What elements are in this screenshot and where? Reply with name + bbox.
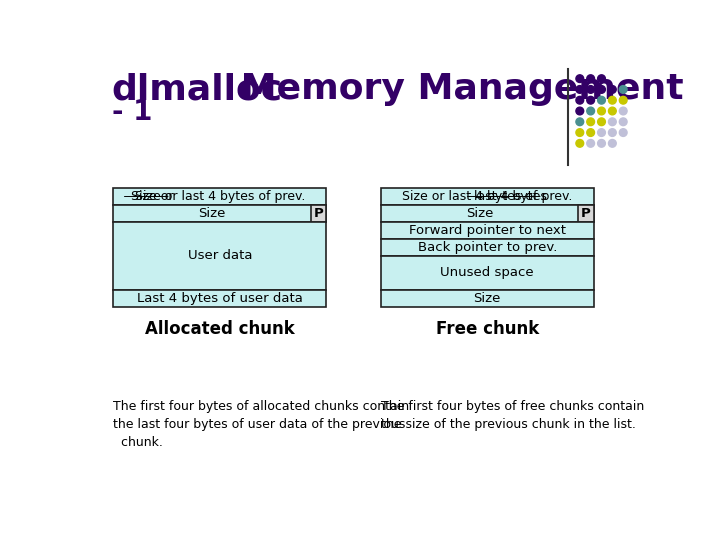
- Text: Last 4 bytes of user data: Last 4 bytes of user data: [137, 292, 302, 305]
- Text: The first four bytes of allocated chunks contain
the last four bytes of user dat: The first four bytes of allocated chunks…: [113, 400, 410, 449]
- Circle shape: [587, 107, 595, 115]
- Circle shape: [587, 118, 595, 126]
- Circle shape: [587, 75, 595, 83]
- Circle shape: [619, 118, 627, 126]
- Bar: [311, 205, 326, 222]
- Circle shape: [587, 139, 595, 147]
- Circle shape: [608, 107, 616, 115]
- Circle shape: [608, 129, 616, 137]
- Circle shape: [619, 129, 627, 137]
- Bar: [381, 188, 594, 205]
- Circle shape: [608, 118, 616, 126]
- Circle shape: [619, 85, 627, 93]
- Circle shape: [598, 118, 606, 126]
- Text: Forward pointer to next: Forward pointer to next: [409, 224, 566, 237]
- Text: dlmalloc: dlmalloc: [112, 72, 283, 106]
- Text: Size: Size: [466, 207, 493, 220]
- Circle shape: [587, 85, 595, 93]
- Circle shape: [576, 75, 584, 83]
- Bar: [578, 205, 594, 222]
- Text: - 1: - 1: [112, 98, 152, 126]
- Text: Free chunk: Free chunk: [436, 320, 539, 339]
- Text: Unused space: Unused space: [441, 266, 534, 279]
- Circle shape: [598, 139, 606, 147]
- Circle shape: [576, 96, 584, 104]
- Text: Size or last 4 bytes of prev.: Size or last 4 bytes of prev.: [135, 190, 305, 203]
- Circle shape: [598, 129, 606, 137]
- Circle shape: [608, 85, 616, 93]
- Circle shape: [608, 96, 616, 104]
- Bar: [113, 188, 326, 205]
- Circle shape: [598, 96, 606, 104]
- Text: Size: Size: [474, 292, 501, 305]
- Text: The first four bytes of free chunks contain
the size of the previous chunk in th: The first four bytes of free chunks cont…: [381, 400, 644, 431]
- Circle shape: [598, 85, 606, 93]
- Bar: [113, 289, 326, 307]
- Bar: [113, 205, 326, 222]
- Circle shape: [576, 129, 584, 137]
- Circle shape: [619, 96, 627, 104]
- Bar: [381, 222, 594, 239]
- Bar: [381, 239, 594, 256]
- Text: ̶S̶i̶z̶e̶ ̶o̶r: ̶S̶i̶z̶e̶ ̶o̶r: [132, 190, 175, 203]
- Bar: [381, 289, 594, 307]
- Circle shape: [608, 139, 616, 147]
- Circle shape: [587, 96, 595, 104]
- Text: Memory Management: Memory Management: [228, 72, 683, 106]
- Circle shape: [576, 118, 584, 126]
- Text: P: P: [314, 207, 323, 220]
- Circle shape: [598, 75, 606, 83]
- Text: Allocated chunk: Allocated chunk: [145, 320, 294, 339]
- Circle shape: [576, 139, 584, 147]
- Text: P: P: [581, 207, 591, 220]
- Circle shape: [576, 107, 584, 115]
- Circle shape: [598, 107, 606, 115]
- Bar: [381, 205, 594, 222]
- Circle shape: [619, 107, 627, 115]
- Text: Size: Size: [199, 207, 226, 220]
- Text: User data: User data: [188, 249, 252, 262]
- Text: ̶l̶a̶s̶t̶ ̶4̶ ̶b̶y̶t̶e̶s: ̶l̶a̶s̶t̶ ̶4̶ ̶b̶y̶t̶e̶s: [474, 190, 547, 203]
- Circle shape: [576, 85, 584, 93]
- Circle shape: [587, 129, 595, 137]
- Text: Size or last 4 bytes of prev.: Size or last 4 bytes of prev.: [402, 190, 572, 203]
- Bar: [381, 256, 594, 289]
- Bar: [113, 222, 326, 289]
- Text: Back pointer to prev.: Back pointer to prev.: [418, 241, 557, 254]
